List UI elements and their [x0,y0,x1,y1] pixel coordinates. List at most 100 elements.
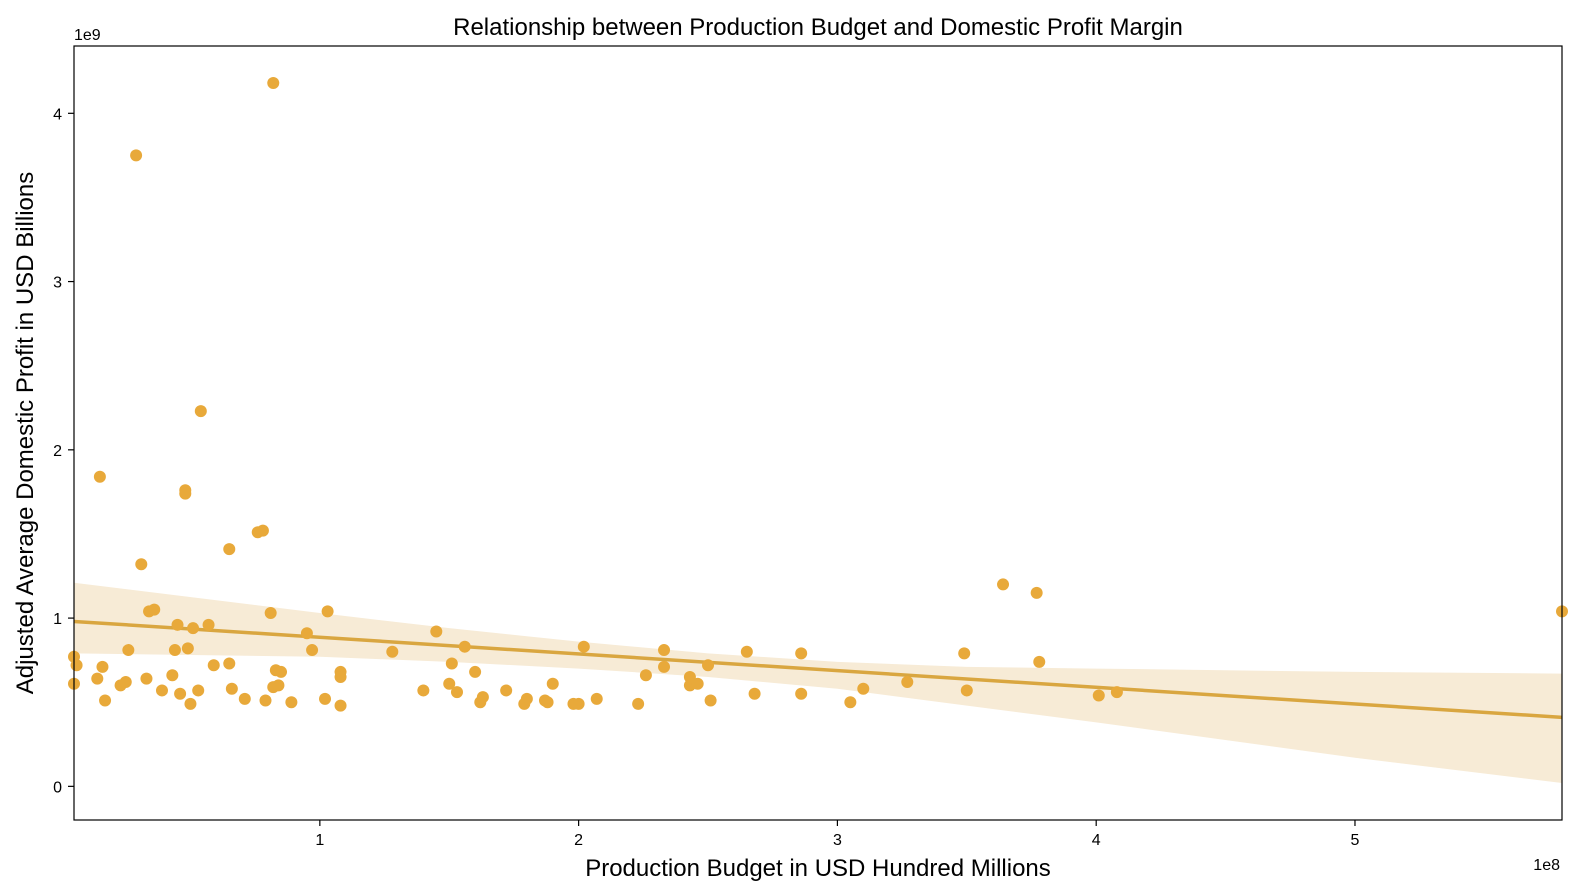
data-point [795,647,808,660]
data-point [119,676,132,689]
data-point [740,645,753,658]
x-axis-label: Production Budget in USD Hundred Million… [585,855,1051,882]
data-point [632,697,645,710]
data-point [658,660,671,673]
data-point [1033,655,1046,668]
data-point [321,605,334,618]
data-point [223,657,236,670]
data-point [590,692,603,705]
data-point [184,697,197,710]
data-point [300,627,313,640]
x-tick-label: 1 [315,832,324,849]
data-point [259,694,272,707]
data-point [272,679,285,692]
data-point [458,640,471,653]
y-axis-multiplier: 1e9 [74,27,101,44]
data-point [238,692,251,705]
data-point [572,697,585,710]
data-point [91,672,104,685]
data-point [901,676,914,689]
data-point [520,692,533,705]
data-point [275,665,288,678]
data-point [430,625,443,638]
x-axis-ticks: 1 2 3 4 5 [315,820,1360,849]
y-axis-label: Adjusted Average Domestic Profit in USD … [12,172,39,694]
data-point [795,687,808,700]
data-point [1110,686,1123,699]
data-point [194,405,207,418]
data-point [319,692,332,705]
data-point [174,687,187,700]
data-point [546,677,559,690]
data-point [99,694,112,707]
y-tick-label: 1 [53,611,62,628]
data-point [450,686,463,699]
data-point [192,684,205,697]
data-point [306,644,319,657]
data-point [445,657,458,670]
data-point [658,644,671,657]
data-point [443,677,456,690]
data-point [285,696,298,709]
data-point [702,659,715,672]
data-point [334,699,347,712]
y-tick-label: 0 [53,779,62,796]
data-point [639,669,652,682]
data-point [541,696,554,709]
data-point [96,660,109,673]
data-point [1030,586,1043,599]
data-point [171,618,184,631]
x-tick-label: 5 [1351,832,1360,849]
data-point [148,603,161,616]
data-point [264,607,277,620]
data-point [187,622,200,635]
data-point [691,677,704,690]
confidence-band [74,582,1562,783]
data-point [70,659,83,672]
data-point [997,578,1010,591]
data-point [179,487,192,500]
data-point [1092,689,1105,702]
data-point [140,672,153,685]
data-point [748,687,761,700]
data-point [960,684,973,697]
data-point [386,645,399,658]
data-point [135,558,148,571]
x-tick-label: 3 [833,832,842,849]
data-point [958,647,971,660]
data-point [225,682,238,695]
data-point [844,696,857,709]
data-point [469,665,482,678]
y-axis-ticks: 0 1 2 3 4 [53,106,74,796]
data-point [202,618,215,631]
data-point [256,524,269,537]
data-point [166,669,179,682]
plot-area-frame [73,45,1563,821]
x-tick-label: 2 [574,832,583,849]
y-tick-label: 3 [53,275,62,292]
data-point [93,470,106,483]
data-point [207,659,220,672]
data-point [500,684,513,697]
data-point [704,694,717,707]
data-point [577,640,590,653]
data-point [683,670,696,683]
data-point [130,149,143,162]
data-point [417,684,430,697]
data-point [168,644,181,657]
y-tick-label: 2 [53,443,62,460]
chart-title: Relationship between Production Budget a… [453,14,1183,41]
data-point [181,642,194,655]
data-point [155,684,168,697]
data-point [223,543,236,556]
regression-line [73,619,1563,720]
regression-line-layer [73,619,1563,720]
data-point [122,644,135,657]
confidence-band-layer [74,582,1562,783]
data-point [857,682,870,695]
y-tick-label: 4 [53,106,62,123]
data-points-layer [68,77,1568,712]
x-axis-multiplier: 1e8 [1533,857,1560,874]
data-point [334,670,347,683]
